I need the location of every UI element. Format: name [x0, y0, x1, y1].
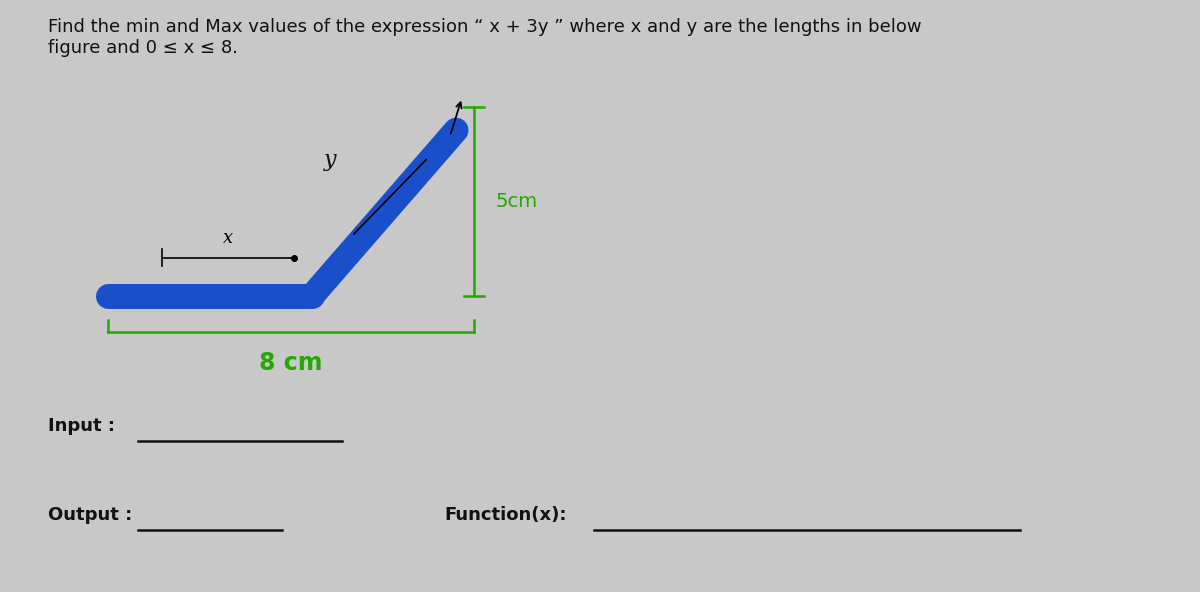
Text: Input :: Input : [48, 417, 115, 435]
Text: x: x [223, 229, 233, 247]
Text: 8 cm: 8 cm [259, 351, 323, 375]
Text: Find the min and Max values of the expression “ x + 3y ” where x and y are the l: Find the min and Max values of the expre… [48, 18, 922, 57]
Text: y: y [324, 149, 337, 170]
Text: Function(x):: Function(x): [444, 506, 566, 524]
Text: 5cm: 5cm [496, 192, 538, 211]
Text: Output :: Output : [48, 506, 132, 524]
